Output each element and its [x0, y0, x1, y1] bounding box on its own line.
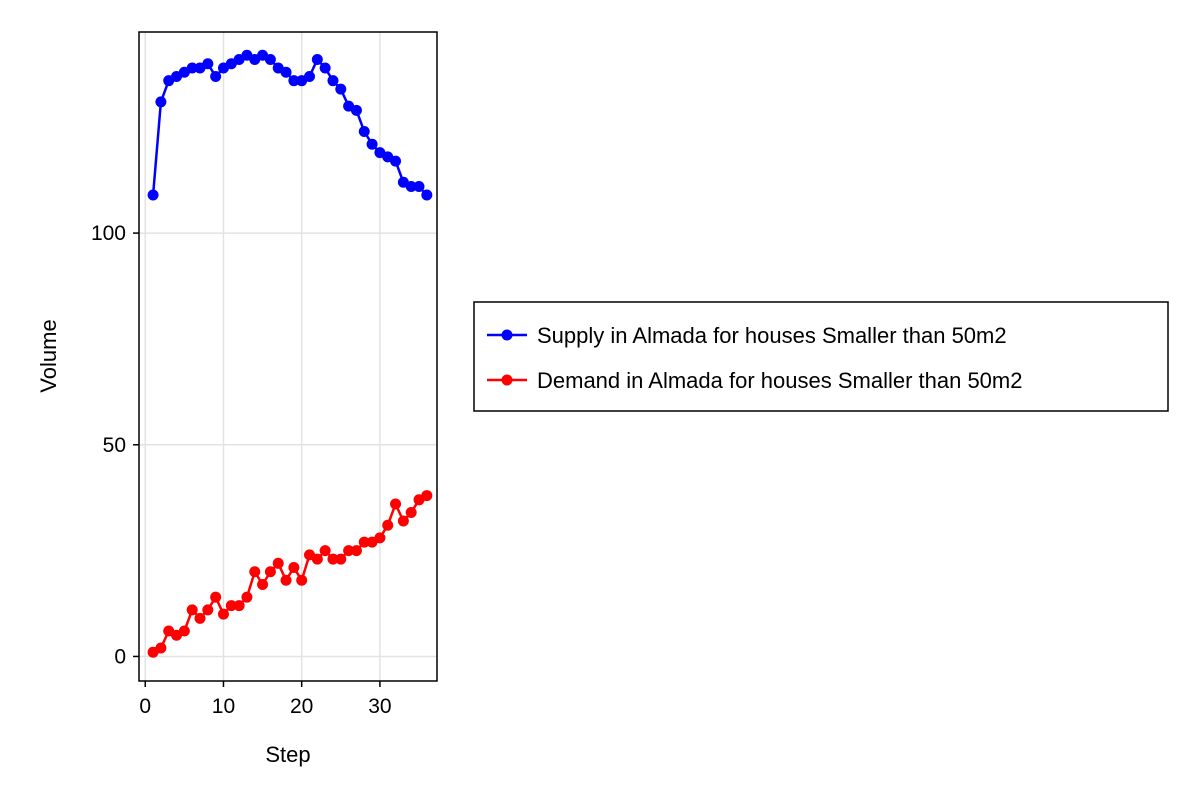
- series-demand: [147, 490, 433, 658]
- data-point-demand: [264, 566, 276, 578]
- data-point-demand: [233, 600, 245, 612]
- data-point-demand: [382, 519, 394, 531]
- data-point-demand: [405, 507, 417, 519]
- data-point-demand: [350, 545, 362, 557]
- data-point-supply: [350, 104, 362, 116]
- data-point-demand: [241, 591, 253, 603]
- grid: [139, 32, 437, 681]
- x-tick-label: 20: [290, 695, 313, 718]
- plot-frame: [138, 31, 438, 682]
- data-point-supply: [186, 62, 198, 74]
- data-point-supply: [264, 54, 276, 66]
- legend-marker-demand: [501, 374, 513, 386]
- data-point-supply: [327, 75, 339, 87]
- y-tick-label: 100: [91, 222, 126, 245]
- data-point-supply: [366, 138, 378, 150]
- x-tick-label: 30: [368, 695, 391, 718]
- data-point-demand: [194, 612, 206, 624]
- data-point-supply: [358, 125, 370, 137]
- y-tick-label: 50: [103, 434, 126, 457]
- data-point-supply: [304, 70, 316, 82]
- data-point-demand: [296, 574, 308, 586]
- data-point-demand: [178, 625, 190, 637]
- data-point-demand: [272, 557, 284, 569]
- legend-box: [473, 301, 1169, 412]
- data-point-supply: [147, 189, 159, 201]
- data-point-supply: [413, 181, 425, 193]
- data-point-supply: [311, 54, 323, 66]
- ticks: 0 10 20 30 0 50 100: [91, 222, 392, 718]
- data-point-supply: [390, 155, 402, 167]
- data-point-demand: [319, 545, 331, 557]
- data-point-demand: [343, 545, 355, 557]
- data-point-demand: [335, 553, 347, 565]
- series-line-demand: [152, 494, 428, 654]
- data-point-supply: [335, 83, 347, 95]
- data-point-demand: [249, 566, 261, 578]
- data-point-demand: [217, 608, 229, 620]
- data-point-demand: [280, 574, 292, 586]
- x-axis-label: Step: [265, 742, 310, 767]
- data-point-demand: [288, 562, 300, 574]
- legend-marker-supply: [501, 329, 513, 341]
- data-point-demand: [374, 532, 386, 544]
- data-point-supply: [405, 181, 417, 193]
- data-point-demand: [186, 604, 198, 616]
- data-point-demand: [327, 553, 339, 565]
- data-point-demand: [155, 642, 167, 654]
- data-point-supply: [288, 75, 300, 87]
- data-point-supply: [155, 96, 167, 108]
- legend: Supply in Almada for houses Smaller than…: [473, 301, 1169, 412]
- series-line-supply: [151, 54, 428, 196]
- legend-label-demand: Demand in Almada for houses Smaller than…: [537, 368, 1022, 393]
- x-tick-label: 10: [212, 695, 235, 718]
- series-supply: [147, 49, 433, 201]
- legend-label-supply: Supply in Almada for houses Smaller than…: [537, 323, 1007, 348]
- data-point-demand: [397, 515, 409, 527]
- y-tick-label: 0: [114, 645, 126, 668]
- data-point-demand: [390, 498, 402, 510]
- series-layer: [147, 49, 433, 658]
- data-point-demand: [421, 490, 433, 502]
- data-point-demand: [225, 600, 237, 612]
- y-axis-label: Volume: [36, 319, 61, 392]
- x-tick-label: 0: [139, 695, 151, 718]
- data-point-supply: [319, 62, 331, 74]
- data-point-demand: [210, 591, 222, 603]
- data-point-supply: [210, 70, 222, 82]
- data-point-demand: [257, 578, 269, 590]
- data-point-demand: [311, 553, 323, 565]
- data-point-demand: [358, 536, 370, 548]
- data-point-supply: [280, 66, 292, 78]
- data-point-demand: [202, 604, 214, 616]
- data-point-supply: [421, 189, 433, 201]
- data-point-supply: [202, 58, 214, 70]
